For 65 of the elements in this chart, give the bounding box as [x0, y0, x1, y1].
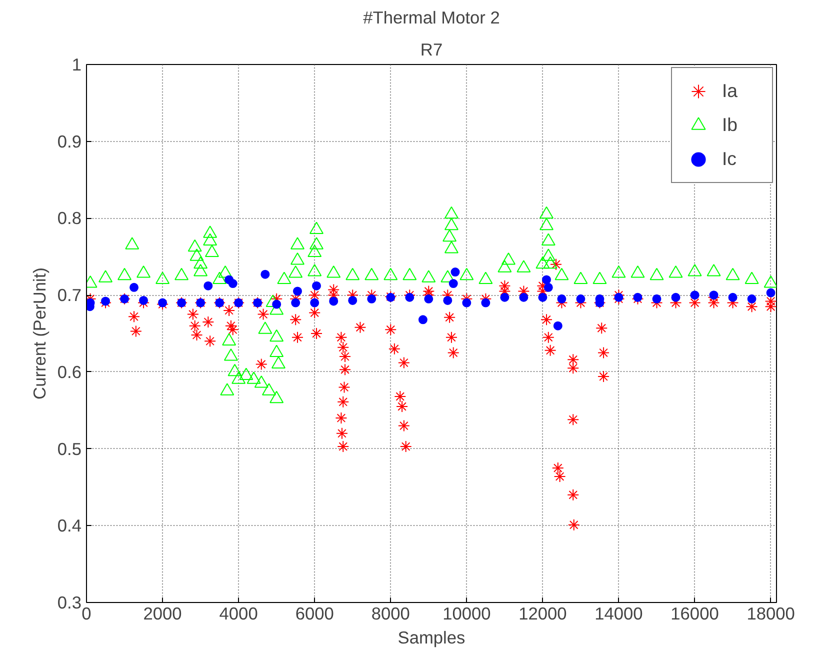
- point: [557, 294, 566, 304]
- x-tick-label: 6000: [295, 604, 334, 624]
- y-tick-label: 0.6: [57, 362, 82, 382]
- point: [544, 282, 553, 292]
- point: [228, 279, 238, 288]
- y-tick-label: 1: [72, 54, 82, 74]
- point: [538, 292, 548, 302]
- point: [747, 294, 756, 304]
- point: [443, 296, 452, 305]
- point: [576, 294, 586, 304]
- x-tick-label: 10000: [442, 604, 491, 624]
- y-tick-label: 0.9: [57, 131, 82, 152]
- point: [462, 298, 472, 308]
- point: [367, 294, 376, 304]
- legend-label: Ia: [722, 79, 739, 103]
- x-axis-title: Samples: [398, 628, 466, 648]
- point: [348, 296, 358, 305]
- point: [633, 292, 642, 302]
- point: [553, 321, 562, 330]
- y-tick-label: 0.4: [57, 516, 82, 536]
- x-tick-label: 4000: [219, 604, 258, 624]
- point: [405, 292, 414, 302]
- point: [614, 292, 624, 302]
- point: [312, 281, 321, 290]
- x-tick-label: 2000: [143, 604, 182, 624]
- point: [671, 292, 680, 302]
- x-tick-label: 16000: [670, 604, 719, 624]
- point: [448, 279, 458, 288]
- point: [310, 298, 320, 308]
- x-tick-label: 0: [82, 604, 92, 624]
- point: [139, 296, 148, 305]
- chart-subtitle: R7: [420, 40, 443, 60]
- point: [450, 268, 460, 277]
- point: [291, 298, 300, 308]
- x-tick-label: 14000: [594, 604, 643, 624]
- point: [709, 290, 718, 300]
- x-tick-label: 18000: [746, 604, 795, 624]
- point: [260, 270, 270, 279]
- point: [130, 282, 139, 292]
- point: [500, 292, 510, 302]
- y-tick-label: 0.7: [57, 285, 82, 306]
- x-tick-label: 12000: [518, 604, 567, 624]
- point: [158, 298, 168, 308]
- y-axis-title: Current (PerUnit): [29, 268, 50, 400]
- point: [204, 281, 213, 290]
- legend-label: Ic: [722, 147, 738, 171]
- point: [652, 294, 662, 304]
- point: [101, 296, 110, 306]
- x-tick-label: 8000: [371, 604, 410, 624]
- point: [418, 315, 428, 324]
- point: [690, 290, 700, 300]
- y-tick-label: 0.8: [57, 208, 82, 228]
- point: [292, 286, 302, 296]
- point: [424, 294, 434, 304]
- chart-title: #Thermal Motor 2: [363, 8, 500, 28]
- point: [481, 298, 490, 308]
- point: [272, 300, 282, 309]
- point: [542, 275, 551, 284]
- point: [329, 296, 338, 306]
- y-tick-label: 0.3: [57, 592, 82, 612]
- point: [519, 292, 528, 302]
- point: [766, 288, 776, 298]
- point: [728, 292, 738, 302]
- y-tick-label: 0.5: [57, 438, 82, 459]
- legend-label: Ib: [722, 113, 739, 137]
